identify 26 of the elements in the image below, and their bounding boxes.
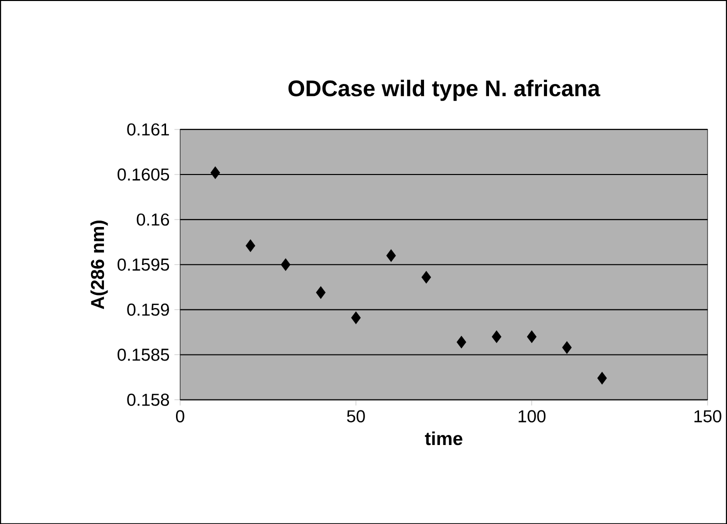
y-tick-label: 0.161	[127, 123, 169, 136]
x-axis-title: time	[424, 431, 462, 446]
x-tick-label: 0	[176, 410, 184, 422]
y-tick-label: 0.1605	[118, 168, 170, 180]
x-tick-label: 50	[347, 410, 365, 422]
y-tick-label: 0.1585	[118, 348, 170, 361]
point	[562, 341, 572, 354]
point	[386, 249, 396, 262]
y-tick-label: 0.1595	[118, 258, 170, 271]
y-tick-label: 0.16	[136, 213, 170, 226]
point	[351, 311, 361, 324]
y-axis-title: A(286 nm)	[90, 220, 108, 309]
x-tick-label: 100	[518, 410, 546, 422]
point	[422, 270, 432, 284]
point	[280, 258, 290, 271]
point	[210, 166, 220, 179]
point	[456, 336, 466, 348]
point	[316, 286, 326, 299]
y-tick-label: 0.159	[127, 303, 169, 316]
point	[597, 372, 607, 384]
chart-title: ODCase wild type N. africana	[288, 80, 600, 101]
point	[246, 239, 256, 252]
point	[527, 330, 536, 343]
y-tick-label: 0.158	[127, 394, 170, 406]
x-tick-label: 150	[694, 410, 722, 422]
point	[492, 330, 502, 343]
